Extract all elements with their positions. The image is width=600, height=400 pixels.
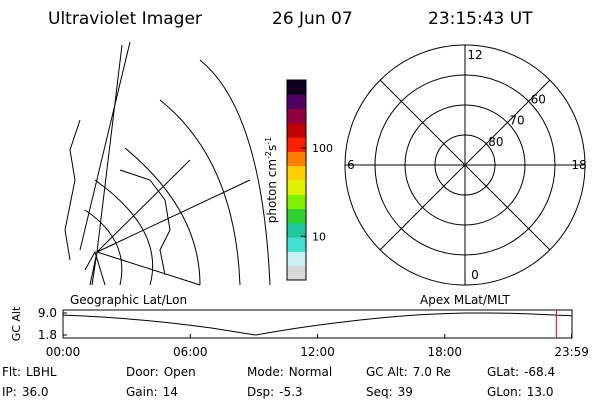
field-value: 39 <box>398 385 413 399</box>
field-label: Gain: <box>126 385 158 399</box>
x-tick-label: 12:00 <box>300 345 335 359</box>
colorbar-frame <box>286 79 307 281</box>
unit-exponent: -2 <box>264 151 273 159</box>
y-tick-label: 1.8 <box>38 328 57 342</box>
status-field: GLat: -68.4 <box>487 365 555 379</box>
field-label: Mode: <box>247 365 284 379</box>
x-tick-label: 23:59 <box>554 345 589 359</box>
color-band <box>287 265 306 281</box>
color-band <box>287 94 306 110</box>
color-band <box>287 122 306 138</box>
y-tick-label: 9.0 <box>38 306 57 320</box>
x-tick-label: 06:00 <box>173 345 208 359</box>
x-tick-label: 18:00 <box>427 345 462 359</box>
status-field: IP: 36.0 <box>2 385 49 399</box>
field-label: Dsp: <box>247 385 274 399</box>
mlt-label: 0 <box>471 268 479 282</box>
date: 26 Jun 07 <box>272 9 353 29</box>
plot-frame <box>62 309 573 339</box>
status-field: Gain: 14 <box>126 385 178 399</box>
status-field: Dsp: -5.3 <box>247 385 303 399</box>
altitude-plot: GC Alt 9.0 1.8 00:00 06:00 12:00 18:00 23:59 <box>10 306 589 359</box>
field-value: -68.4 <box>524 365 555 379</box>
geographic-map <box>64 41 271 286</box>
polar-plot: 80 70 60 12 6 18 0 <box>344 44 587 286</box>
status-field: Door: Open <box>126 365 196 379</box>
field-label: GLon: <box>487 385 522 399</box>
color-band <box>287 165 306 181</box>
panel-label: Apex MLat/MLT <box>420 293 510 307</box>
color-band <box>287 237 306 252</box>
lat-label: 60 <box>531 92 546 106</box>
mlt-label: 6 <box>347 158 355 172</box>
time: 23:15:43 UT <box>428 9 533 29</box>
tick-label: 10 <box>312 230 326 243</box>
color-band <box>287 151 306 167</box>
status-field: Flt: LBHL <box>2 365 57 379</box>
colorbar-label: photon cm-2s-1 <box>264 137 279 224</box>
x-tick-label: 00:00 <box>46 345 81 359</box>
color-band <box>287 108 306 124</box>
field-value: 36.0 <box>22 385 49 399</box>
color-band <box>287 137 306 152</box>
unit-exponent: -1 <box>264 137 273 145</box>
color-band <box>287 251 306 267</box>
mlt-label: 12 <box>467 48 482 62</box>
field-label: Door: <box>126 365 159 379</box>
spoke <box>379 79 551 251</box>
tick-label: 100 <box>312 142 333 155</box>
unit: s <box>265 145 279 151</box>
status-field: GC Alt: 7.0 Re <box>366 365 451 379</box>
title: Ultraviolet Imager <box>48 9 202 29</box>
altitude-line <box>62 312 573 336</box>
color-band <box>287 180 306 195</box>
status-bar: Flt: LBHL Door: Open Mode: Normal GC Alt: 7.0 R… <box>2 365 555 399</box>
field-value: -5.3 <box>279 385 302 399</box>
mlt-label: 18 <box>571 158 586 172</box>
field-label: GC Alt: <box>366 365 408 379</box>
field-label: IP: <box>2 385 17 399</box>
color-band <box>287 222 306 238</box>
colorbar: 10 100 <box>286 79 333 281</box>
field-value: 14 <box>163 385 178 399</box>
color-band <box>287 80 306 95</box>
status-field: GLon: 13.0 <box>487 385 553 399</box>
lat-label: 80 <box>488 135 503 149</box>
color-band <box>287 194 306 210</box>
lat-label: 70 <box>509 114 524 128</box>
y-axis-label: GC Alt <box>10 306 23 341</box>
panel-label: Geographic Lat/Lon <box>70 293 187 307</box>
unit: photon cm <box>265 159 279 223</box>
color-band <box>287 208 306 224</box>
field-value: 7.0 Re <box>413 365 451 379</box>
status-field: Seq: 39 <box>366 385 413 399</box>
field-value: Normal <box>289 365 332 379</box>
field-value: Open <box>164 365 196 379</box>
field-label: Seq: <box>366 385 393 399</box>
status-field: Mode: Normal <box>247 365 332 379</box>
field-label: GLat: <box>487 365 519 379</box>
field-value: LBHL <box>26 365 57 379</box>
field-label: Flt: <box>2 365 21 379</box>
field-value: 13.0 <box>527 385 554 399</box>
